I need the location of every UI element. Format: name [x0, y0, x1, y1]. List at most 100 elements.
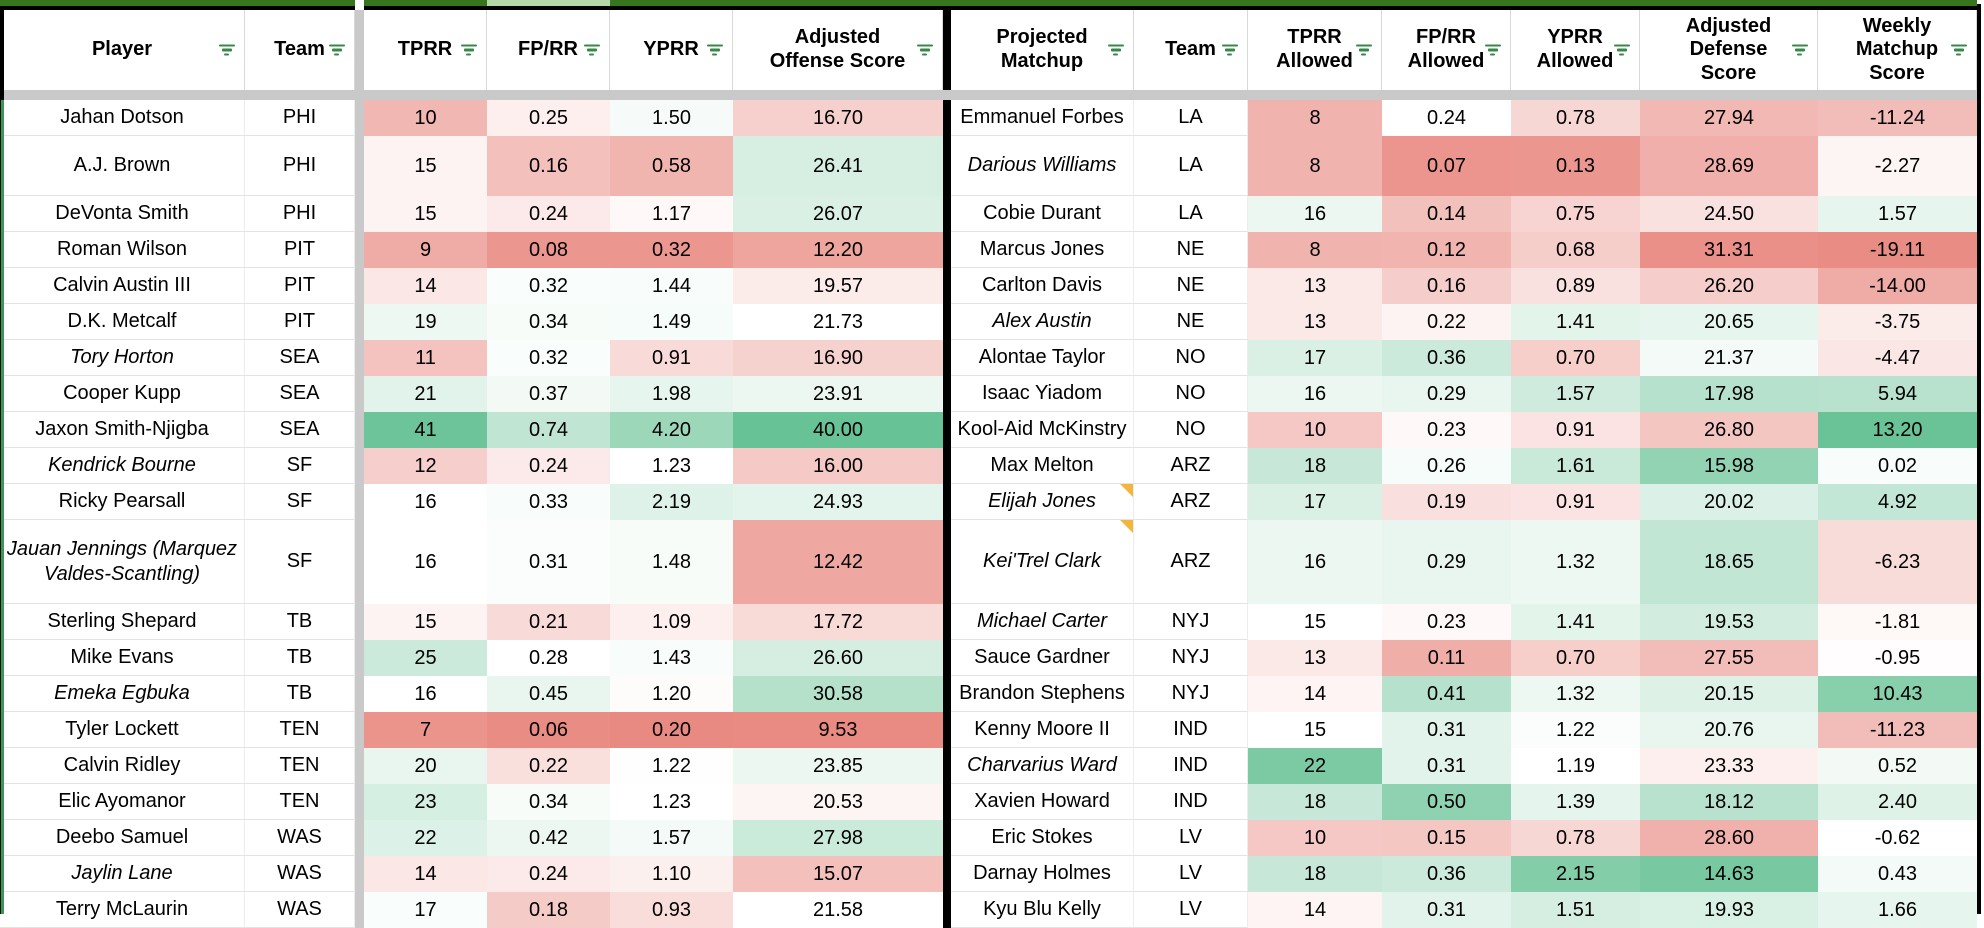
weekly-matchup-score-cell[interactable]: -4.47	[1818, 340, 1977, 376]
fprr-cell[interactable]: 0.24	[487, 448, 610, 484]
fprr-allowed-cell[interactable]: 0.24	[1382, 100, 1511, 136]
weekly-matchup-score-cell[interactable]: 5.94	[1818, 376, 1977, 412]
player-cell[interactable]: Roman Wilson	[0, 232, 245, 268]
tprr-cell[interactable]: 9	[364, 232, 487, 268]
tprr-allowed-cell[interactable]: 10	[1248, 820, 1382, 856]
yprr-allowed-cell[interactable]: 0.68	[1511, 232, 1640, 268]
adjusted-offense-score-cell[interactable]: 16.90	[733, 340, 943, 376]
player-cell[interactable]: Kendrick Bourne	[0, 448, 245, 484]
fprr-cell[interactable]: 0.25	[487, 100, 610, 136]
projected-matchup-cell[interactable]: Isaac Yiadom	[951, 376, 1134, 412]
team-cell[interactable]: SF	[245, 484, 355, 520]
tprr-cell[interactable]: 16	[364, 484, 487, 520]
adjusted-offense-score-cell[interactable]: 12.42	[733, 520, 943, 604]
yprr-cell[interactable]: 0.58	[610, 136, 733, 196]
fprr-allowed-cell[interactable]: 0.23	[1382, 412, 1511, 448]
def-team-cell[interactable]: ARZ	[1134, 484, 1248, 520]
adjusted-offense-score-cell[interactable]: 30.58	[733, 676, 943, 712]
fprr-cell[interactable]: 0.16	[487, 136, 610, 196]
tprr-cell[interactable]: 15	[364, 196, 487, 232]
filter-icon[interactable]	[460, 44, 477, 57]
tprr-allowed-cell[interactable]: 8	[1248, 232, 1382, 268]
adjusted-offense-score-cell[interactable]: 21.73	[733, 304, 943, 340]
yprr-cell[interactable]: 1.57	[610, 820, 733, 856]
player-cell[interactable]: Tyler Lockett	[0, 712, 245, 748]
header-yprr[interactable]: YPRR	[610, 10, 733, 90]
projected-matchup-cell[interactable]: Max Melton	[951, 448, 1134, 484]
adjusted-defense-score-cell[interactable]: 31.31	[1640, 232, 1818, 268]
tprr-allowed-cell[interactable]: 10	[1248, 412, 1382, 448]
filter-icon[interactable]	[1791, 44, 1808, 57]
projected-matchup-cell[interactable]: Sauce Gardner	[951, 640, 1134, 676]
yprr-allowed-cell[interactable]: 0.78	[1511, 820, 1640, 856]
adjusted-offense-score-cell[interactable]: 24.93	[733, 484, 943, 520]
adjusted-offense-score-cell[interactable]: 19.57	[733, 268, 943, 304]
player-cell[interactable]: Ricky Pearsall	[0, 484, 245, 520]
tprr-allowed-cell[interactable]: 14	[1248, 892, 1382, 928]
weekly-matchup-score-cell[interactable]: 10.43	[1818, 676, 1977, 712]
tprr-cell[interactable]: 12	[364, 448, 487, 484]
adjusted-defense-score-cell[interactable]: 26.80	[1640, 412, 1818, 448]
tprr-allowed-cell[interactable]: 18	[1248, 784, 1382, 820]
header-player[interactable]: Player	[0, 10, 245, 90]
header-fprr-allowed[interactable]: FP/RR Allowed	[1382, 10, 1511, 90]
fprr-cell[interactable]: 0.34	[487, 304, 610, 340]
filter-icon[interactable]	[706, 44, 723, 57]
yprr-allowed-cell[interactable]: 1.57	[1511, 376, 1640, 412]
yprr-cell[interactable]: 1.23	[610, 448, 733, 484]
tprr-allowed-cell[interactable]: 16	[1248, 376, 1382, 412]
adjusted-defense-score-cell[interactable]: 14.63	[1640, 856, 1818, 892]
yprr-allowed-cell[interactable]: 0.78	[1511, 100, 1640, 136]
weekly-matchup-score-cell[interactable]: -19.11	[1818, 232, 1977, 268]
fprr-allowed-cell[interactable]: 0.36	[1382, 856, 1511, 892]
player-cell[interactable]: Deebo Samuel	[0, 820, 245, 856]
tprr-allowed-cell[interactable]: 22	[1248, 748, 1382, 784]
tprr-allowed-cell[interactable]: 15	[1248, 712, 1382, 748]
fprr-allowed-cell[interactable]: 0.16	[1382, 268, 1511, 304]
yprr-allowed-cell[interactable]: 0.75	[1511, 196, 1640, 232]
fprr-cell[interactable]: 0.21	[487, 604, 610, 640]
adjusted-defense-score-cell[interactable]: 24.50	[1640, 196, 1818, 232]
yprr-cell[interactable]: 0.20	[610, 712, 733, 748]
fprr-allowed-cell[interactable]: 0.12	[1382, 232, 1511, 268]
player-cell[interactable]: Jaylin Lane	[0, 856, 245, 892]
tprr-cell[interactable]: 14	[364, 856, 487, 892]
projected-matchup-cell[interactable]: Kool-Aid McKinstry	[951, 412, 1134, 448]
weekly-matchup-score-cell[interactable]: 13.20	[1818, 412, 1977, 448]
yprr-allowed-cell[interactable]: 0.70	[1511, 340, 1640, 376]
projected-matchup-cell[interactable]: Kyu Blu Kelly	[951, 892, 1134, 928]
yprr-cell[interactable]: 2.19	[610, 484, 733, 520]
def-team-cell[interactable]: NE	[1134, 232, 1248, 268]
yprr-cell[interactable]: 1.10	[610, 856, 733, 892]
weekly-matchup-score-cell[interactable]: -14.00	[1818, 268, 1977, 304]
fprr-allowed-cell[interactable]: 0.31	[1382, 892, 1511, 928]
tprr-cell[interactable]: 25	[364, 640, 487, 676]
player-cell[interactable]: Sterling Shepard	[0, 604, 245, 640]
projected-matchup-cell[interactable]: Brandon Stephens	[951, 676, 1134, 712]
projected-matchup-cell[interactable]: Darious Williams	[951, 136, 1134, 196]
yprr-allowed-cell[interactable]: 0.89	[1511, 268, 1640, 304]
yprr-cell[interactable]: 4.20	[610, 412, 733, 448]
weekly-matchup-score-cell[interactable]: -11.24	[1818, 100, 1977, 136]
adjusted-defense-score-cell[interactable]: 27.55	[1640, 640, 1818, 676]
tprr-allowed-cell[interactable]: 17	[1248, 484, 1382, 520]
player-cell[interactable]: D.K. Metcalf	[0, 304, 245, 340]
header-adjusted-defense-score[interactable]: Adjusted Defense Score	[1640, 10, 1818, 90]
tprr-cell[interactable]: 7	[364, 712, 487, 748]
tprr-allowed-cell[interactable]: 16	[1248, 520, 1382, 604]
projected-matchup-cell[interactable]: Carlton Davis	[951, 268, 1134, 304]
tprr-cell[interactable]: 15	[364, 136, 487, 196]
adjusted-offense-score-cell[interactable]: 9.53	[733, 712, 943, 748]
yprr-cell[interactable]: 1.22	[610, 748, 733, 784]
filter-icon[interactable]	[1613, 44, 1630, 57]
fprr-allowed-cell[interactable]: 0.31	[1382, 748, 1511, 784]
projected-matchup-cell[interactable]: Kei'Trel Clark	[951, 520, 1134, 604]
adjusted-defense-score-cell[interactable]: 15.98	[1640, 448, 1818, 484]
adjusted-defense-score-cell[interactable]: 26.20	[1640, 268, 1818, 304]
tprr-allowed-cell[interactable]: 13	[1248, 640, 1382, 676]
def-team-cell[interactable]: LV	[1134, 892, 1248, 928]
fprr-cell[interactable]: 0.32	[487, 268, 610, 304]
team-cell[interactable]: TEN	[245, 784, 355, 820]
fprr-cell[interactable]: 0.24	[487, 196, 610, 232]
fprr-cell[interactable]: 0.06	[487, 712, 610, 748]
